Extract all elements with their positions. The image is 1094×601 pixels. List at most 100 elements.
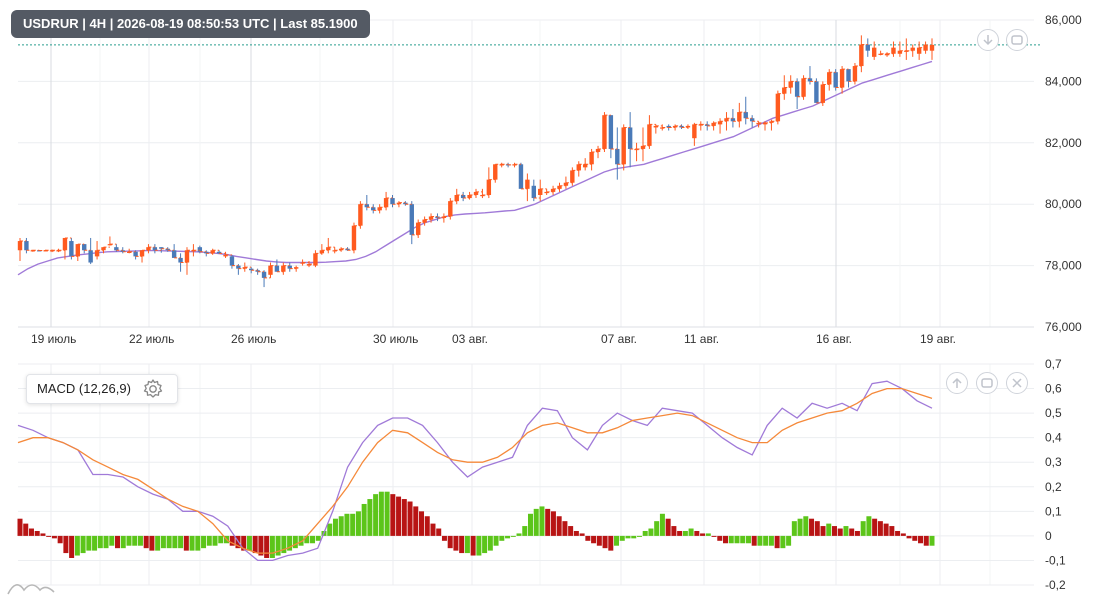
candle-body [415,222,421,235]
candle-body [467,194,472,199]
histogram-bar [814,521,820,536]
candle-body [788,81,793,88]
candle-body [159,247,164,249]
candle-body [582,164,588,168]
candle-body [679,125,684,128]
histogram-bar [906,535,912,539]
candle-body [326,247,331,251]
macd-lines [17,380,933,562]
expand-icon[interactable] [976,372,998,394]
histogram-bar [350,513,356,536]
histogram-bar [332,518,338,536]
candle-body [884,53,890,56]
arrow-down-icon[interactable] [977,29,999,51]
arrow-up-icon[interactable] [946,372,968,394]
histogram-bar [470,535,476,556]
candle-body [94,250,100,257]
candle-body [396,202,402,205]
histogram-bar [562,521,568,536]
histogram-bar [619,535,625,541]
histogram-bar [178,535,184,549]
candle-body [672,125,678,128]
histogram-bar [854,530,860,536]
candle-body [724,118,729,122]
gear-icon[interactable] [141,377,165,401]
histogram-bar [407,501,413,536]
date-tick-label: 16 авг. [816,332,852,346]
histogram-bar [97,535,103,549]
histogram-bar [659,513,665,536]
histogram-bar [424,516,430,536]
candle-body [191,250,196,252]
histogram-bar [137,535,143,546]
histogram-bar [315,535,321,541]
candle-body [711,122,716,126]
histogram-bar [711,535,717,537]
candle-body [782,87,787,94]
histogram-bar [648,528,654,536]
histogram-bar [373,494,379,536]
date-tick-label: 30 июль [373,332,418,346]
histogram-bar [860,521,866,536]
histogram-bar [401,499,407,536]
histogram-bar [923,535,929,546]
price-candles [17,35,935,288]
histogram-bar [763,535,769,546]
histogram-bar [533,508,539,536]
macd-label[interactable]: MACD (12,26,9) [26,374,178,404]
histogram-bar [120,535,126,549]
histogram-bar [132,535,138,546]
histogram-bar [516,533,522,536]
candle-body [480,194,485,197]
histogram-bar [837,528,843,536]
candle-body [916,47,922,54]
histogram-bar [826,523,832,536]
candle-body [165,248,170,251]
histogram-bar [591,535,597,544]
candle-body [518,164,524,189]
histogram-bar [527,513,533,536]
candle-body [897,50,903,54]
candle-body [814,81,819,103]
candle-body [30,250,36,252]
histogram-bar [269,535,275,558]
histogram-bar [694,530,700,536]
candle-body [69,241,74,257]
close-icon[interactable] [1006,372,1028,394]
expand-icon[interactable] [1006,29,1028,51]
histogram-bar [229,535,235,546]
candle-body [171,250,177,258]
histogram-bar [34,530,40,536]
candle-body [377,207,382,211]
histogram-bar [568,526,574,536]
candle-body [287,265,292,269]
histogram-bar [46,535,52,537]
histogram-bar [281,535,287,554]
candle-body [313,253,318,266]
candle-body [428,216,434,220]
candle-body [493,164,498,180]
date-tick-label: 03 авг. [452,332,488,346]
candle-body [557,185,562,189]
candle-body [531,185,537,199]
candle-body [197,247,203,252]
candle-body [49,250,55,252]
candle-body [743,112,748,119]
candle-body [910,47,915,51]
candle-body [114,247,119,251]
date-tick-label: 26 июль [231,332,276,346]
candle-body [101,247,106,251]
candle-body [152,247,158,251]
candle-body [300,262,305,264]
histogram-bar [287,535,293,551]
macd-tick-label: 0,3 [1045,455,1062,469]
candle-body [107,244,113,246]
candle-body [878,53,883,55]
histogram-bar [298,535,304,546]
candle-body [627,127,633,149]
candle-body [563,182,569,186]
histogram-bar [109,535,115,546]
histogram-bar [361,503,367,536]
histogram-bar [723,535,729,544]
histogram-bar [17,518,23,536]
